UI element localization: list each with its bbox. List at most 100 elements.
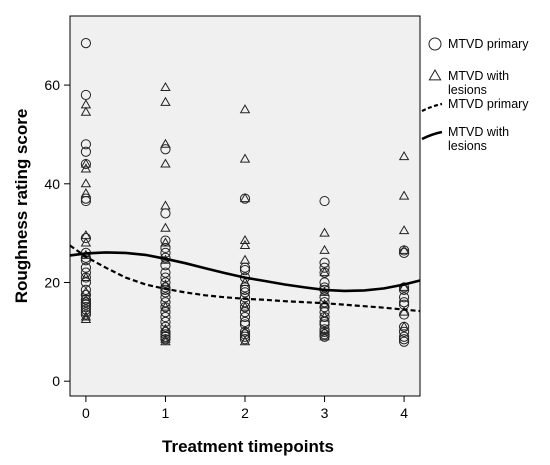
- point-triangle: [80, 106, 92, 116]
- point-circle: [80, 267, 92, 278]
- y-tick-label: 0: [52, 373, 60, 389]
- legend-label: MTVD with lesions: [448, 125, 509, 153]
- point-circle: [239, 311, 251, 323]
- point-triangle: [319, 331, 330, 341]
- fit-line-primary: [69, 244, 421, 313]
- point-triangle: [160, 96, 171, 106]
- point-triangle: [319, 326, 330, 336]
- y-tick-label: 40: [44, 176, 60, 192]
- point-triangle: [80, 163, 92, 173]
- point-triangle: [160, 336, 171, 346]
- point-triangle: [80, 158, 92, 168]
- point-circle: [80, 309, 92, 320]
- legend-label: MTVD with lesions: [448, 69, 509, 97]
- point-circle: [160, 260, 171, 271]
- point-circle: [160, 144, 171, 155]
- point-triangle: [160, 323, 171, 333]
- point-triangle: [80, 237, 92, 247]
- point-circle: [80, 299, 92, 310]
- point-circle: [239, 331, 251, 342]
- legend-line-solid: [421, 130, 443, 141]
- point-circle: [398, 331, 410, 342]
- y-tick-label: 60: [44, 77, 60, 93]
- data-marks: [69, 38, 421, 347]
- point-triangle: [239, 192, 251, 203]
- legend-label-line: MTVD with: [448, 69, 509, 83]
- point-circle: [239, 282, 251, 293]
- point-triangle: [239, 104, 251, 114]
- point-triangle: [80, 188, 92, 198]
- point-triangle: [319, 286, 330, 296]
- legend-line-dashed: [421, 102, 443, 112]
- point-circle: [160, 277, 171, 288]
- point-triangle: [398, 321, 410, 331]
- point-circle: [398, 336, 410, 347]
- point-triangle: [239, 239, 251, 249]
- point-triangle: [239, 301, 251, 311]
- y-tick-label: 20: [44, 274, 60, 290]
- point-triangle: [239, 326, 251, 336]
- point-triangle: [398, 306, 410, 316]
- point-triangle: [319, 267, 330, 277]
- point-circle: [80, 146, 92, 157]
- x-tick-label: 3: [321, 405, 329, 421]
- point-circle: [319, 282, 330, 293]
- y-axis-title: Roughness rating score: [12, 109, 31, 304]
- point-circle: [319, 292, 330, 303]
- point-triangle: [239, 234, 251, 245]
- point-circle: [398, 292, 410, 303]
- legend-label: MTVD primary: [448, 37, 529, 51]
- x-tick-label: 0: [82, 405, 90, 421]
- point-triangle: [80, 311, 92, 321]
- point-triangle: [160, 81, 171, 92]
- fit-line-lesions: [69, 251, 421, 293]
- point-triangle: [398, 151, 410, 161]
- point-triangle: [160, 200, 171, 210]
- x-tick-label: 1: [162, 405, 170, 421]
- point-triangle: [239, 276, 251, 286]
- point-circle: [319, 262, 330, 273]
- point-triangle: [80, 178, 92, 188]
- legend-label-line: MTVD with: [448, 125, 509, 139]
- point-circle: [80, 38, 92, 49]
- legend-label: MTVD primary: [448, 97, 529, 111]
- point-circle: [160, 311, 171, 323]
- point-circle: [160, 284, 171, 295]
- point-triangle: [398, 225, 410, 235]
- point-circle: [319, 195, 330, 207]
- point-circle: [398, 334, 410, 345]
- point-triangle: [160, 333, 171, 343]
- legend-label-line: lesions: [448, 83, 487, 97]
- point-circle: [80, 193, 92, 204]
- point-circle: [239, 319, 251, 330]
- point-triangle: [319, 227, 330, 237]
- point-triangle: [80, 271, 92, 282]
- point-circle: [80, 307, 92, 318]
- point-triangle: [398, 244, 410, 254]
- point-triangle: [80, 294, 92, 304]
- point-circle: [160, 272, 171, 283]
- point-circle: [239, 287, 251, 298]
- point-triangle: [398, 190, 410, 200]
- point-circle: [160, 297, 171, 308]
- point-triangle: [239, 153, 251, 163]
- x-axis-title: Treatment timepoints: [162, 437, 334, 456]
- point-circle: [160, 321, 171, 333]
- point-circle: [160, 242, 171, 254]
- x-tick-label: 4: [400, 405, 408, 421]
- x-tick-label: 2: [241, 405, 249, 421]
- point-triangle: [160, 237, 171, 247]
- legend-label-line: lesions: [448, 139, 487, 153]
- point-circle: [160, 307, 171, 318]
- point-triangle: [160, 222, 171, 232]
- point-circle: [239, 265, 251, 276]
- point-triangle: [160, 138, 171, 148]
- point-triangle: [160, 301, 171, 311]
- point-triangle: [160, 158, 171, 168]
- point-circle: [398, 326, 410, 337]
- legend-marker-circle: [428, 37, 442, 51]
- legend-marker-triangle: [428, 68, 442, 81]
- point-circle: [160, 316, 171, 328]
